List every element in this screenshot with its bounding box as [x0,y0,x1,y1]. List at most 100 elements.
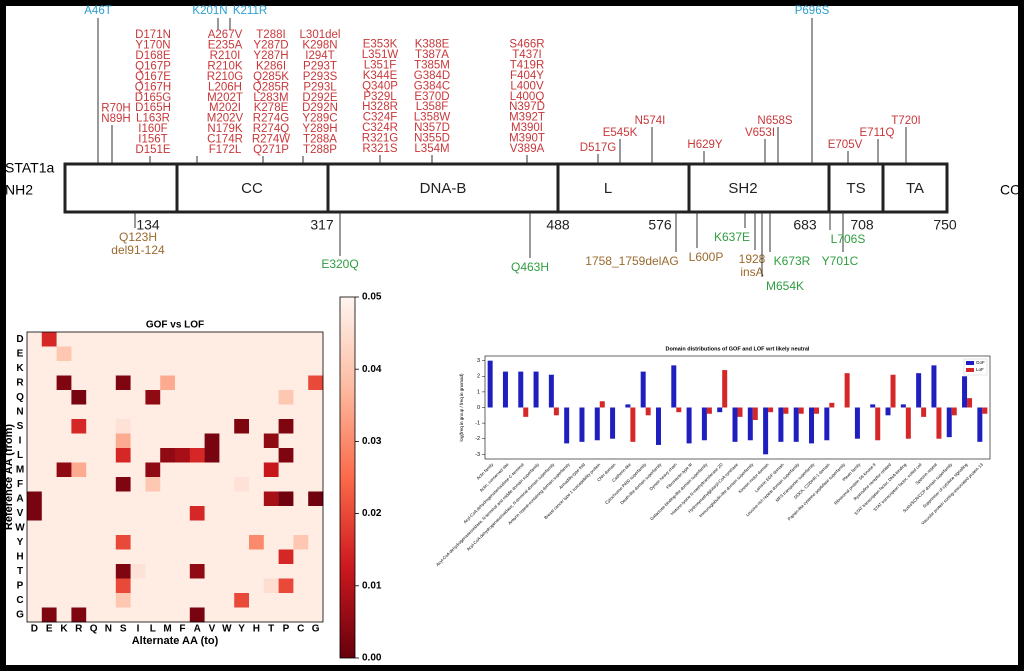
heat-cell [130,491,146,507]
variant-label: K286I [256,60,286,72]
heat-cell [101,433,117,449]
heat-cell [71,332,87,347]
variant-label: L400Q [510,91,545,103]
heat-cell [175,462,191,478]
heat-cell [160,448,176,463]
heat-cell [71,491,87,507]
colorbar [339,296,356,659]
heat-cell [71,390,87,405]
variant-label: L358F [416,101,449,113]
protein-name: STAT1a [5,160,54,176]
variant-label: N355D [414,133,450,145]
heat-cell [249,332,265,347]
variant-label: L400V [510,80,544,92]
heat-cell [189,520,205,536]
boundary-label: 576 [648,217,672,233]
heat-cell [130,448,146,463]
legend-label: LoF [976,367,984,372]
boundary-label: 488 [546,217,570,233]
y-tick-label: V [17,508,24,519]
heat-cell [56,390,72,405]
heat-cell [71,593,87,608]
heat-cell [278,404,294,420]
n-terminus: NH2 [5,182,33,198]
bar [655,407,661,445]
heat-cell [234,564,250,579]
y-tick-label: G [16,609,24,620]
heat-cell [27,404,43,420]
heat-cell [56,332,72,347]
heat-cell [86,419,102,434]
bar [599,401,605,408]
heat-cell [27,593,43,608]
bar [502,371,508,408]
heat-cell [219,549,235,565]
heat-cell [86,448,102,463]
variant-label: K388E [415,39,450,51]
heat-cell [308,332,324,347]
heat-cell [160,549,176,565]
heat-cell [86,477,102,492]
heat-cell [41,448,57,463]
heat-cell [27,564,43,579]
variant-label: Q271P [253,144,289,156]
heat-cell [308,506,324,521]
variant-label: M202I [209,102,241,114]
heat-cell [145,332,161,347]
heat-cell [41,564,57,579]
heat-cell [189,375,205,391]
bar [625,404,631,408]
heat-cell [71,448,87,463]
heat-cell [189,593,205,608]
heat-cell [234,346,250,362]
heat-cell [41,346,57,362]
heat-cell [278,477,294,492]
heat-cell [145,506,161,521]
x-tick-label: Y [238,624,245,635]
bar [630,407,636,442]
variant-label: R210K [207,60,242,72]
heat-cell [27,390,43,405]
bar [722,370,728,408]
bar [798,407,804,414]
heat-cell [234,578,250,594]
x-tick-label: P [283,624,290,635]
heat-cell [308,607,324,623]
heat-cell [115,332,131,347]
variant-label: E370D [414,91,449,103]
boundary-label: 134 [136,217,160,233]
heat-cell [115,477,131,492]
heat-cell [101,361,117,376]
heat-cell [189,578,205,594]
y-tick-label: -1 [475,421,480,427]
variant-label: L600P [689,250,724,264]
variant-label: H328R [362,101,398,113]
bar [747,407,753,441]
heat-cell [27,332,43,347]
bar [936,407,942,439]
heat-cell [56,607,72,623]
variant-label: V653I [745,127,775,139]
heat-cell [189,361,205,376]
bar [732,407,738,442]
heat-cell [219,477,235,492]
variant-label: 1928 [739,252,766,266]
heat-cell [189,462,205,478]
heat-cell [27,375,43,391]
bar [763,407,769,455]
y-tick-label: K [16,363,24,374]
bar [717,407,723,413]
domain-label: CC [241,180,263,197]
heat-cell [86,390,102,405]
variant-label: I160F [138,123,167,135]
variant-label: T720I [891,115,920,127]
bar [814,407,820,414]
heat-cell [204,564,220,579]
x-tick-label: Acyl-CoA dehydrogenase/oxidase, N-termin… [435,461,541,567]
heat-cell [130,361,146,376]
heat-cell [263,578,279,594]
y-tick-label: T [17,566,23,577]
y-tick-label: -2 [475,436,480,442]
heat-cell [263,375,279,391]
variant-label: T437I [512,49,541,61]
